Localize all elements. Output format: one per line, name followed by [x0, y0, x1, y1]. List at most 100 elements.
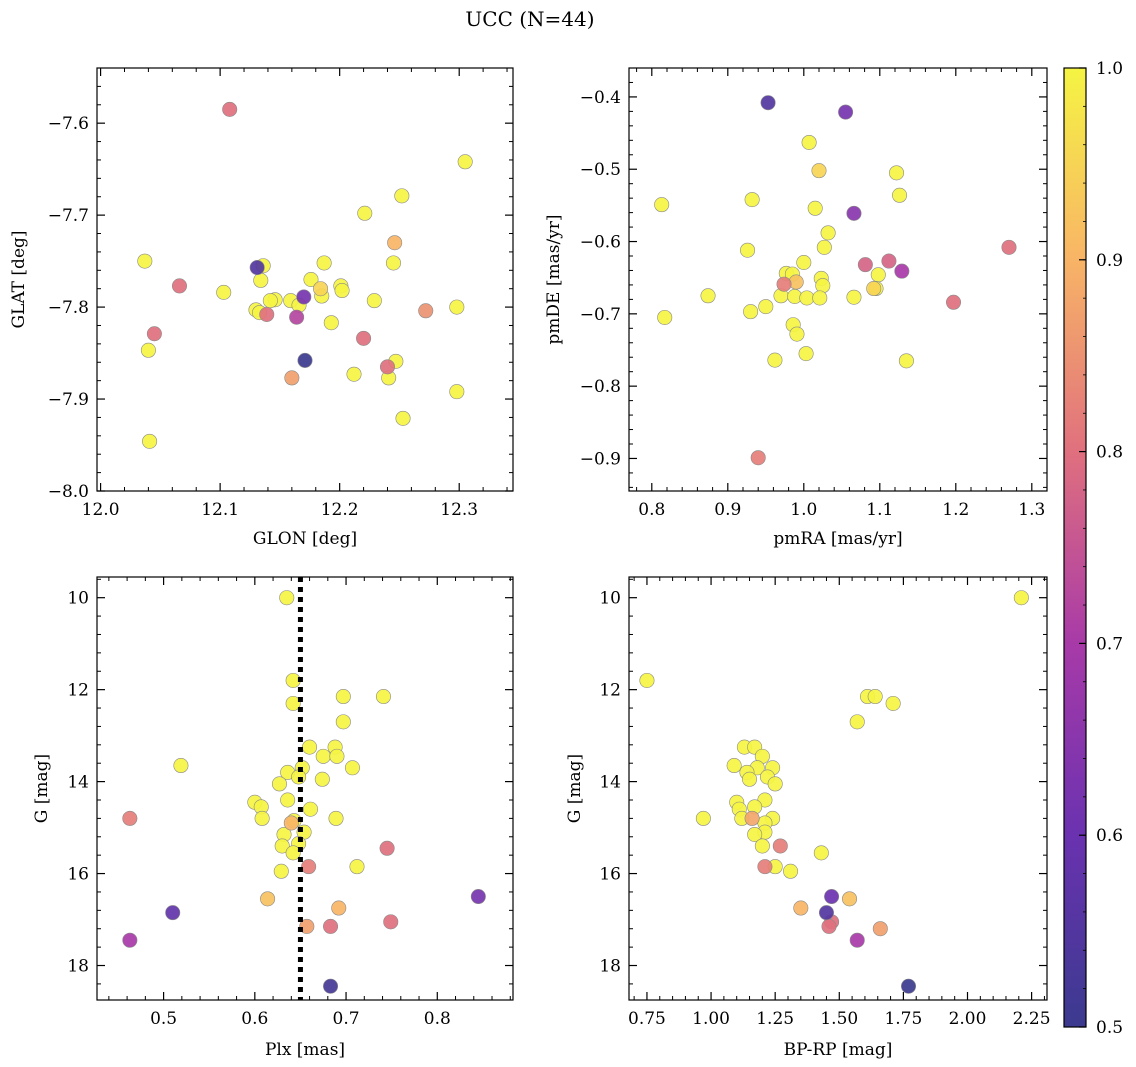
scatter-point — [383, 914, 399, 930]
scatter-point — [866, 281, 882, 297]
x-tick-label: 1.2 — [942, 500, 969, 520]
x-tick-label: 12.2 — [321, 500, 359, 520]
y-axis-label: G [mag] — [565, 754, 585, 823]
x-tick-label: 0.9 — [714, 500, 741, 520]
x-tick-label: 12.1 — [201, 500, 239, 520]
y-tick-label: 18 — [599, 957, 621, 977]
scatter-point — [303, 271, 319, 287]
scatter-point — [740, 242, 756, 258]
scatter-point — [742, 771, 758, 787]
scatter-point — [449, 384, 465, 400]
scatter-point — [872, 921, 888, 937]
scatter-point — [122, 810, 138, 826]
scatter-point — [1013, 590, 1029, 606]
colorbar-tick-label: 0.7 — [1096, 634, 1123, 654]
colorbar-tick-label: 1.0 — [1096, 59, 1123, 79]
scatter-point — [387, 235, 403, 251]
scatter-point — [249, 260, 265, 276]
x-tick-label: 1.50 — [820, 1009, 858, 1029]
scatter-point — [323, 918, 339, 934]
colorbar-gradient — [1063, 67, 1087, 1028]
scatter-point — [375, 689, 391, 705]
x-tick-label: 0.6 — [241, 1009, 268, 1029]
scatter-point — [849, 714, 865, 730]
scatter-point — [758, 299, 774, 315]
y-tick-label: −7.9 — [48, 390, 89, 410]
scatter-point — [470, 889, 486, 905]
scatter-point — [299, 918, 315, 934]
y-tick-label: 12 — [599, 681, 621, 701]
scatter-point — [314, 771, 330, 787]
scatter-point — [793, 900, 809, 916]
scatter-point — [449, 299, 465, 315]
scatter-point — [824, 889, 840, 905]
scatter-point — [280, 792, 296, 808]
scatter-point — [329, 748, 345, 764]
scatter-point — [346, 366, 362, 382]
scatter-point — [222, 101, 238, 117]
scatter-point — [254, 810, 270, 826]
scatter-point — [366, 293, 382, 309]
scatter-point — [821, 918, 837, 934]
plot-frame — [628, 67, 1048, 492]
scatter-point — [137, 253, 153, 269]
scatter-point — [323, 978, 339, 994]
panel-bprp-g: 0.75 1.00 1.25 1.50 1.75 2.00 2.25 10 12 14 16 18 BP… — [565, 576, 1051, 1060]
y-tick-label: 12 — [67, 681, 89, 701]
scatter-point — [776, 276, 792, 292]
scatter-point — [849, 932, 865, 948]
scatter-point — [418, 303, 434, 319]
colorbar: 0.5 0.6 0.7 0.8 0.9 1.0 — [1063, 59, 1123, 1038]
y-tick-label: −0.8 — [580, 377, 621, 397]
scatter-point — [898, 353, 914, 369]
scatter-point — [457, 154, 473, 170]
scatter-point — [334, 283, 350, 299]
scatter-point — [767, 776, 783, 792]
scatter-point — [301, 859, 317, 875]
scatter-point — [867, 689, 883, 705]
scatter-point — [799, 290, 815, 306]
scatter-point — [315, 748, 331, 764]
scatter-point — [216, 284, 232, 300]
scatter-point — [772, 838, 788, 854]
scatter-point — [747, 826, 763, 842]
scatter-point — [846, 289, 862, 305]
plot-frame — [96, 67, 514, 492]
scatter-point — [754, 838, 770, 854]
scatter-point — [807, 200, 823, 216]
scatter-point — [801, 134, 817, 150]
scatter-point — [316, 255, 332, 271]
scatter-point — [260, 891, 276, 907]
scatter-point — [379, 359, 395, 375]
y-axis-label: pmDE [mas/yr] — [544, 214, 564, 344]
scatter-point — [379, 840, 395, 856]
scatter-point — [744, 810, 760, 826]
scatter-point — [796, 255, 812, 271]
scatter-point — [394, 188, 410, 204]
scatter-point — [812, 290, 828, 306]
scatter-point — [122, 932, 138, 948]
x-tick-label: 0.5 — [150, 1009, 177, 1029]
y-axis-label: G [mag] — [32, 754, 52, 823]
scatter-point — [385, 255, 401, 271]
scatter-point — [744, 192, 760, 208]
y-tick-label: 18 — [67, 957, 89, 977]
colorbar-tick-label: 0.9 — [1096, 251, 1123, 271]
x-tick-label: 1.3 — [1018, 500, 1045, 520]
scatter-point — [892, 187, 908, 203]
scatter-point — [901, 978, 917, 994]
panel-plx-g: 0.5 0.6 0.7 0.8 10 12 14 16 18 Plx [mas] G [mag] — [32, 576, 514, 1060]
y-tick-label: −7.8 — [48, 298, 89, 318]
x-tick-label: 12.3 — [440, 500, 478, 520]
scatter-point — [889, 165, 905, 181]
x-tick-label: 0.75 — [628, 1009, 666, 1029]
x-tick-label: 0.7 — [333, 1009, 360, 1029]
x-axis-label: BP-RP [mag] — [784, 1040, 893, 1060]
scatter-point — [811, 163, 827, 179]
scatter-point — [297, 352, 313, 368]
colorbar-tick-label: 0.5 — [1096, 1018, 1123, 1038]
y-tick-label: 16 — [67, 865, 89, 885]
y-tick-label: 14 — [599, 773, 621, 793]
plot-frame — [628, 576, 1048, 1001]
panel-pmra-pmde: 0.8 0.9 1.0 1.1 1.2 1.3 −0.9 −0.8 −0.7 −0.6 −0.5 −0… — [544, 67, 1048, 549]
